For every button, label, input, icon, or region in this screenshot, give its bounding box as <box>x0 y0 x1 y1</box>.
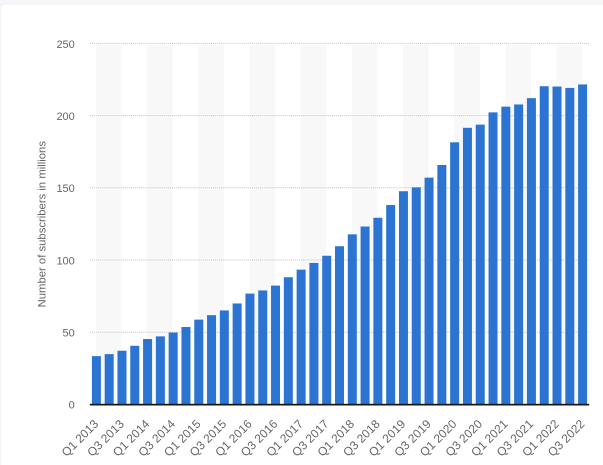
svg-text:0: 0 <box>69 399 75 411</box>
svg-text:150: 150 <box>56 183 74 195</box>
svg-text:250: 250 <box>56 39 74 51</box>
svg-text:Number of subscribers in milli: Number of subscribers in millions <box>37 141 49 308</box>
svg-text:100: 100 <box>56 255 74 267</box>
svg-text:50: 50 <box>63 328 75 340</box>
svg-text:200: 200 <box>56 111 74 123</box>
